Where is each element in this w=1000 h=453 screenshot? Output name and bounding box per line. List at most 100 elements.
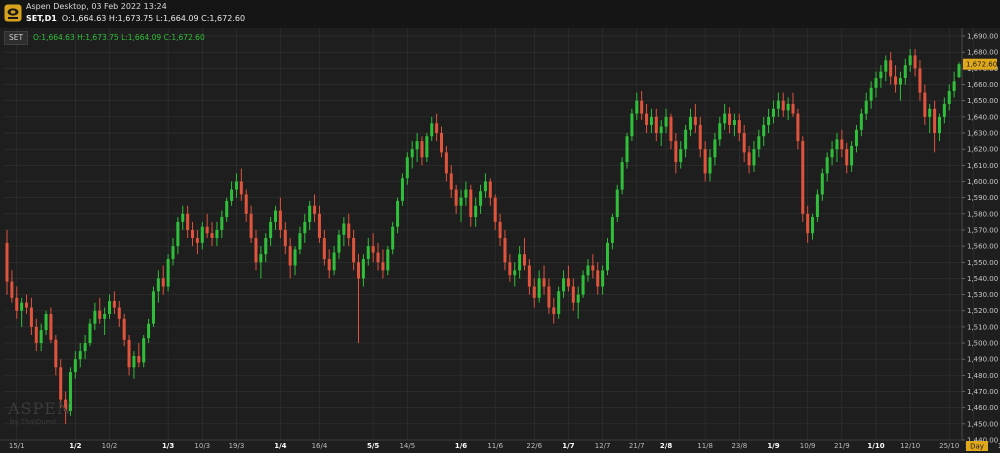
candle-body xyxy=(288,246,292,266)
candle-body xyxy=(547,286,551,308)
candle-body xyxy=(771,108,775,117)
candle-body xyxy=(151,291,155,324)
candle-body xyxy=(347,223,351,239)
aspen-logo-icon xyxy=(4,4,22,22)
x-tick-label: 12/7 xyxy=(595,442,611,450)
x-tick-label: 1/3 xyxy=(162,442,174,450)
ohlc-close: C:1,672.60 xyxy=(201,14,246,23)
candle-body xyxy=(39,330,43,344)
candle-body xyxy=(952,81,956,92)
watermark-sub: by ThaiQuest xyxy=(10,418,57,426)
candle-body xyxy=(703,149,707,174)
candle-body xyxy=(767,116,771,125)
candle-body xyxy=(498,221,502,239)
candle-body xyxy=(483,181,487,192)
candle-body xyxy=(439,133,444,153)
candle-body xyxy=(933,108,937,134)
candle-body xyxy=(845,149,849,166)
y-tick-label: 1,460.00 xyxy=(967,404,998,412)
candle-body xyxy=(366,246,370,260)
candle-body xyxy=(191,229,195,239)
candle-body xyxy=(147,323,151,339)
candle-body xyxy=(698,124,702,150)
candle-body xyxy=(708,157,712,174)
y-tick-label: 1,520.00 xyxy=(967,307,998,315)
candle-body xyxy=(78,351,82,360)
candle-body xyxy=(508,262,512,276)
candle-body xyxy=(5,242,9,282)
last-price-label: 1,672.60 xyxy=(966,61,997,69)
candle-body xyxy=(298,233,302,250)
candle-body xyxy=(34,326,38,344)
candle-body xyxy=(942,103,946,117)
x-tick-label: 14/5 xyxy=(399,442,415,450)
candle-body xyxy=(728,113,732,125)
candle-body xyxy=(957,64,961,78)
y-tick-label: 1,640.00 xyxy=(967,113,998,121)
candle-body xyxy=(234,181,238,190)
candle-body xyxy=(176,221,180,247)
candle-body xyxy=(156,278,160,292)
candle-body xyxy=(610,217,614,243)
candle-body xyxy=(342,223,346,235)
candle-body xyxy=(742,133,746,153)
candle-body xyxy=(747,152,751,166)
candle-body xyxy=(566,278,570,287)
candle-body xyxy=(68,372,72,411)
y-tick-label: 1,600.00 xyxy=(967,178,998,186)
symbol-quote-line: SET,D1 O:1,664.63 H:1,673.75 L:1,664.09 … xyxy=(26,14,245,23)
series-symbol-badge[interactable]: SET xyxy=(4,31,28,45)
candle-body xyxy=(464,189,468,198)
candle-body xyxy=(73,359,77,373)
candle-body xyxy=(723,113,727,124)
candle-body xyxy=(44,313,48,331)
candle-body xyxy=(825,157,829,174)
x-tick-label: 2/8 xyxy=(660,442,672,450)
ohlc-overlay: O:1,664.63 H:1,673.75 L:1,664.09 C:1,672… xyxy=(33,33,205,42)
candle-body xyxy=(420,141,424,158)
candle-body xyxy=(249,213,253,239)
candle-body xyxy=(127,339,131,368)
candle-body xyxy=(635,100,639,114)
candle-body xyxy=(601,270,605,287)
candle-body xyxy=(718,123,722,140)
x-tick-label: 15/1 xyxy=(9,442,25,450)
candle-body xyxy=(493,197,497,222)
candle-body xyxy=(811,217,815,234)
y-tick-label: 1,450.00 xyxy=(967,420,998,428)
y-tick-label: 1,630.00 xyxy=(967,130,998,138)
x-tick-label: 1/4 xyxy=(274,442,286,450)
x-tick-label: 11/6 xyxy=(487,442,503,450)
candle-body xyxy=(59,367,63,400)
candle-body xyxy=(303,221,307,234)
candle-body xyxy=(469,189,473,218)
candle-body xyxy=(894,76,898,85)
y-tick-label: 1,570.00 xyxy=(967,226,998,234)
candle-body xyxy=(449,173,453,190)
candle-body xyxy=(103,313,107,319)
candle-body xyxy=(161,278,165,287)
overlay-close: C:1,672.60 xyxy=(163,33,205,42)
candlestick-chart[interactable]: 1,690.001,680.001,670.001,660.001,650.00… xyxy=(0,28,1000,453)
candle-body xyxy=(186,213,190,230)
candle-body xyxy=(762,124,766,137)
candle-body xyxy=(283,229,287,247)
candle-body xyxy=(659,126,663,134)
candle-body xyxy=(239,181,243,195)
candle-body xyxy=(688,116,693,130)
candle-body xyxy=(195,238,199,243)
candle-body xyxy=(415,141,419,150)
candle-body xyxy=(83,343,87,352)
candle-body xyxy=(654,116,658,134)
y-tick-label: 1,690.00 xyxy=(967,33,998,41)
candle-body xyxy=(273,210,278,222)
candle-body xyxy=(322,238,326,260)
x-axis-unit-badge xyxy=(966,441,988,451)
candle-body xyxy=(371,246,375,253)
y-tick-label: 1,550.00 xyxy=(967,259,998,267)
candle-body xyxy=(112,301,116,308)
candle-body xyxy=(361,259,365,279)
candle-body xyxy=(586,265,590,276)
candle-body xyxy=(435,123,439,134)
candle-body xyxy=(210,233,214,239)
